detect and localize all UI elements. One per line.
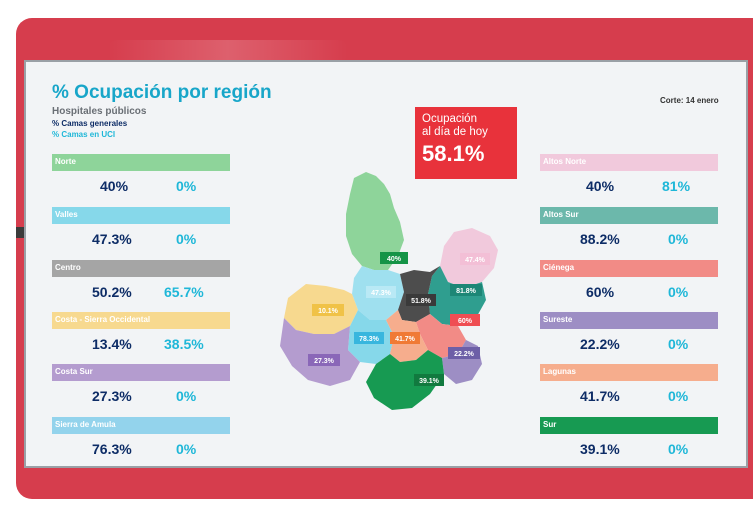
uci-value: 0% xyxy=(176,178,197,194)
uci-value: 0% xyxy=(668,231,689,247)
uci-value: 0% xyxy=(668,388,689,404)
region-card-sierra-amula: Sierra de Amula 76.3% 0% xyxy=(52,417,230,463)
region-card-sureste: Sureste 22.2% 0% xyxy=(540,312,718,358)
map-label-altos-norte: 47.4% xyxy=(465,257,486,264)
general-value: 22.2% xyxy=(580,336,620,352)
uci-value: 0% xyxy=(176,388,197,404)
legend-general: % Camas generales xyxy=(52,119,128,128)
jalisco-region-map: 40% 47.4% 47.3% 51.8% 81.8% 10.1% 60% 78… xyxy=(280,172,498,410)
side-tab xyxy=(16,227,24,238)
uci-value: 81% xyxy=(662,178,691,194)
map-label-norte: 40% xyxy=(387,256,402,263)
uci-value: 38.5% xyxy=(164,336,204,352)
region-bar: Norte xyxy=(52,154,230,171)
region-bar: Sierra de Amula xyxy=(52,417,230,434)
map-label-costa-sierra: 10.1% xyxy=(318,308,339,315)
region-bar: Ciénega xyxy=(540,260,718,277)
general-value: 60% xyxy=(586,284,615,300)
today-occupancy-box: Ocupación al día de hoy 58.1% xyxy=(415,107,517,179)
region-bar: Sureste xyxy=(540,312,718,329)
general-value: 40% xyxy=(586,178,615,194)
region-card-costa-sierra: Costa - Sierra Occidental 13.4% 38.5% xyxy=(52,312,230,358)
uci-value: 0% xyxy=(668,336,689,352)
region-card-cienega: Ciénega 60% 0% xyxy=(540,260,718,306)
uci-value: 0% xyxy=(668,284,689,300)
general-value: 88.2% xyxy=(580,231,620,247)
map-tag-norte xyxy=(380,252,408,264)
region-bar: Lagunas xyxy=(540,364,718,381)
map-tag-sierra-amula xyxy=(354,332,384,344)
today-label-line1: Ocupación xyxy=(422,113,477,125)
region-card-sur: Sur 39.1% 0% xyxy=(540,417,718,463)
slide-title: % Ocupación por región xyxy=(52,82,272,103)
general-value: 13.4% xyxy=(92,336,132,352)
uci-value: 0% xyxy=(176,231,197,247)
general-value: 76.3% xyxy=(92,441,132,457)
uci-value: 0% xyxy=(668,441,689,457)
general-value: 50.2% xyxy=(92,284,132,300)
region-card-lagunas: Lagunas 41.7% 0% xyxy=(540,364,718,410)
map-label-sierra-amula: 78.3% xyxy=(359,336,380,343)
region-bar: Sur xyxy=(540,417,718,434)
slide-subtitle: Hospitales públicos xyxy=(52,106,147,117)
general-value: 47.3% xyxy=(92,231,132,247)
today-value: 58.1% xyxy=(422,141,485,166)
region-card-norte: Norte 40% 0% xyxy=(52,154,230,200)
cut-date: Corte: 14 enero xyxy=(660,96,719,105)
map-tag-sureste xyxy=(448,347,480,359)
frame-header-ghost xyxy=(108,40,348,62)
map-tag-sur xyxy=(414,374,444,386)
map-label-costa-sur: 27.3% xyxy=(314,358,335,365)
general-value: 40% xyxy=(100,178,129,194)
region-bar: Costa Sur xyxy=(52,364,230,381)
map-tag-altos-sur xyxy=(450,284,482,296)
map-label-cienega: 60% xyxy=(458,318,473,325)
general-value: 27.3% xyxy=(92,388,132,404)
map-region-costa-sur xyxy=(280,318,360,386)
region-card-costa-sur: Costa Sur 27.3% 0% xyxy=(52,364,230,410)
today-label-line2: al día de hoy xyxy=(422,126,488,138)
slide: % Ocupación por región Hospitales públic… xyxy=(24,60,748,468)
map-label-sureste: 22.2% xyxy=(454,351,475,358)
map-label-centro: 51.8% xyxy=(411,298,432,305)
legend-uci: % Camas en UCI xyxy=(52,130,116,139)
map-tag-costa-sur xyxy=(308,354,340,366)
region-bar: Altos Sur xyxy=(540,207,718,224)
region-bar: Valles xyxy=(52,207,230,224)
region-bar: Costa - Sierra Occidental xyxy=(52,312,230,329)
map-region-norte xyxy=(346,172,404,270)
region-bar: Altos Norte xyxy=(540,154,718,171)
uci-value: 65.7% xyxy=(164,284,204,300)
general-value: 39.1% xyxy=(580,441,620,457)
map-region-sur xyxy=(366,350,444,410)
map-tag-centro xyxy=(406,294,436,306)
region-card-centro: Centro 50.2% 65.7% xyxy=(52,260,230,306)
map-label-valles: 47.3% xyxy=(371,290,392,297)
map-tag-altos-norte xyxy=(460,253,490,265)
region-bar: Centro xyxy=(52,260,230,277)
map-tag-lagunas xyxy=(390,332,420,344)
region-card-valles: Valles 47.3% 0% xyxy=(52,207,230,253)
general-value: 41.7% xyxy=(580,388,620,404)
map-label-altos-sur: 81.8% xyxy=(456,288,477,295)
region-card-altos-sur: Altos Sur 88.2% 0% xyxy=(540,207,718,253)
map-tag-cienega xyxy=(450,314,480,326)
map-label-sur: 39.1% xyxy=(419,378,440,385)
map-tag-valles xyxy=(366,286,396,298)
map-tag-costa-sierra xyxy=(312,304,344,316)
map-label-lagunas: 41.7% xyxy=(395,336,416,343)
region-card-altos-norte: Altos Norte 40% 81% xyxy=(540,154,718,200)
uci-value: 0% xyxy=(176,441,197,457)
